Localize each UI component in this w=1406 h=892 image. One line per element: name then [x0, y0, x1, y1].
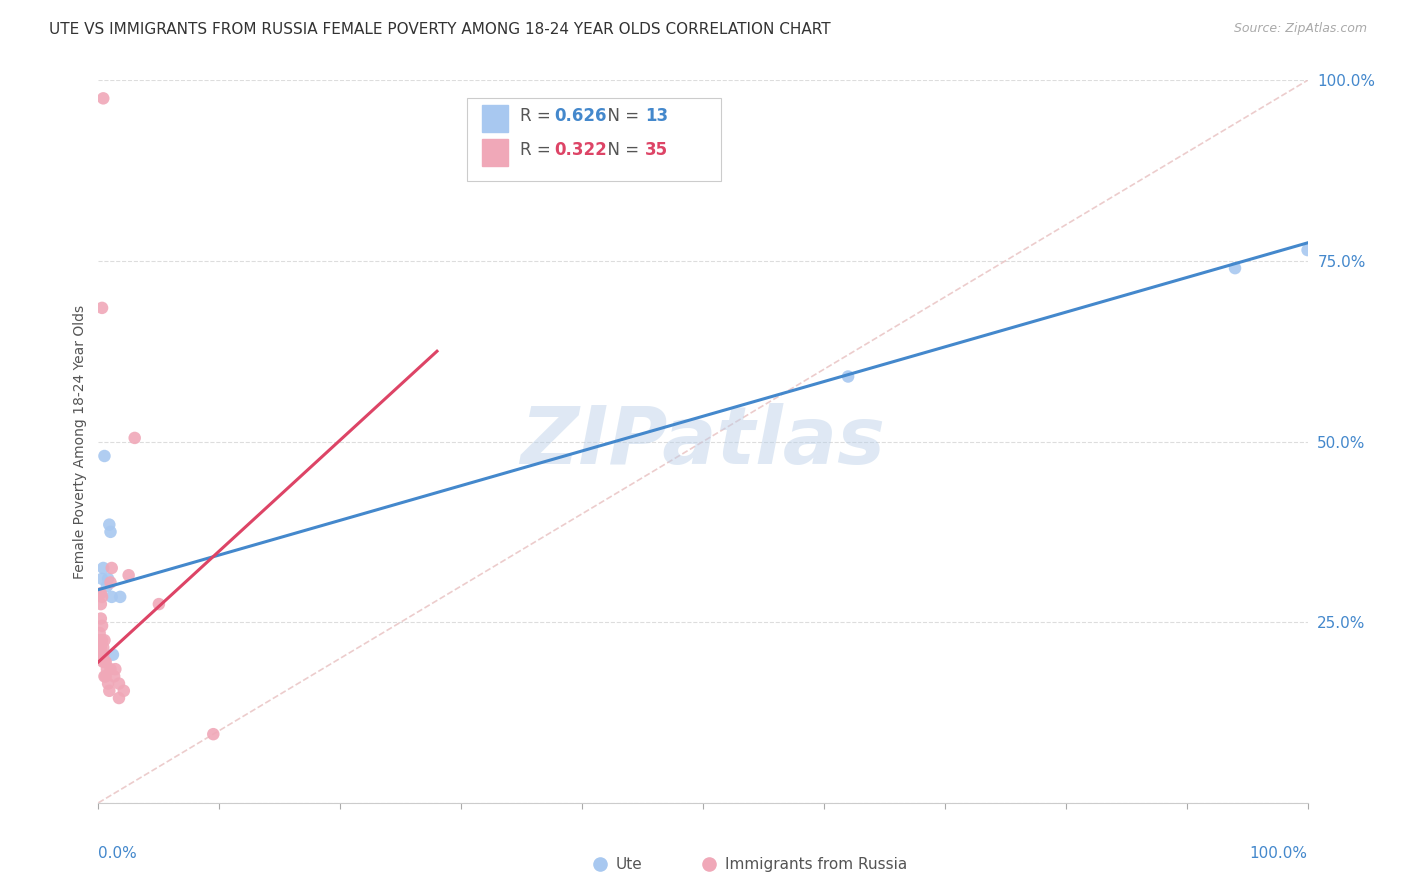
Text: 0.626: 0.626 [554, 107, 607, 125]
Point [124, 431, 146, 445]
Point [100, 590, 122, 604]
Point [91, 633, 114, 648]
Point [108, 691, 131, 706]
Text: 0.0%: 0.0% [98, 847, 138, 861]
Point [108, 676, 131, 690]
Point [100, 561, 122, 575]
Point [94, 669, 117, 683]
Point [89, 633, 111, 648]
Point [89, 626, 111, 640]
Point [100, 662, 122, 676]
Text: Source: ZipAtlas.com: Source: ZipAtlas.com [1233, 22, 1367, 36]
Point [202, 727, 225, 741]
Point [91, 619, 114, 633]
Point [98, 683, 121, 698]
Point [90, 611, 112, 625]
Point [94, 655, 117, 669]
Point [148, 597, 170, 611]
Point [1223, 261, 1246, 276]
Bar [482, 139, 509, 166]
Point [91, 561, 114, 575]
Point [91, 572, 114, 586]
Point [96, 662, 118, 676]
Text: 35: 35 [645, 141, 668, 159]
Text: N =: N = [596, 141, 644, 159]
Point [91, 301, 114, 315]
Point [93, 669, 115, 683]
Point [93, 655, 115, 669]
Point [100, 575, 122, 590]
Point [91, 590, 114, 604]
Point [103, 669, 125, 683]
Point [837, 369, 859, 384]
Point [90, 586, 112, 600]
Point [90, 648, 112, 662]
Text: 100.0%: 100.0% [1250, 847, 1308, 861]
Point [98, 517, 121, 532]
Point [90, 640, 112, 655]
Text: UTE VS IMMIGRANTS FROM RUSSIA FEMALE POVERTY AMONG 18-24 YEAR OLDS CORRELATION C: UTE VS IMMIGRANTS FROM RUSSIA FEMALE POV… [49, 22, 831, 37]
Text: 13: 13 [645, 107, 668, 125]
Point [697, 857, 720, 871]
Point [91, 640, 114, 655]
Point [89, 640, 111, 655]
Point [90, 597, 112, 611]
Point [589, 857, 612, 871]
Text: 0.322: 0.322 [554, 141, 607, 159]
Point [96, 579, 118, 593]
Text: R =: R = [520, 141, 557, 159]
Text: ZIPatlas: ZIPatlas [520, 402, 886, 481]
Point [93, 449, 115, 463]
Point [91, 91, 114, 105]
Point [112, 683, 135, 698]
Point [104, 662, 127, 676]
Text: R =: R = [520, 107, 557, 125]
Point [91, 648, 114, 662]
Point [89, 644, 111, 658]
Point [101, 648, 124, 662]
Point [93, 633, 115, 648]
Point [118, 568, 141, 582]
Point [97, 572, 120, 586]
Bar [482, 105, 509, 132]
Point [1296, 243, 1319, 257]
Y-axis label: Female Poverty Among 18-24 Year Olds: Female Poverty Among 18-24 Year Olds [73, 304, 87, 579]
Point [108, 590, 131, 604]
Text: N =: N = [596, 107, 644, 125]
Point [91, 655, 114, 669]
Point [100, 524, 122, 539]
FancyBboxPatch shape [467, 98, 721, 181]
Text: Immigrants from Russia: Immigrants from Russia [724, 856, 907, 871]
Text: Ute: Ute [616, 856, 643, 871]
Point [97, 676, 120, 690]
